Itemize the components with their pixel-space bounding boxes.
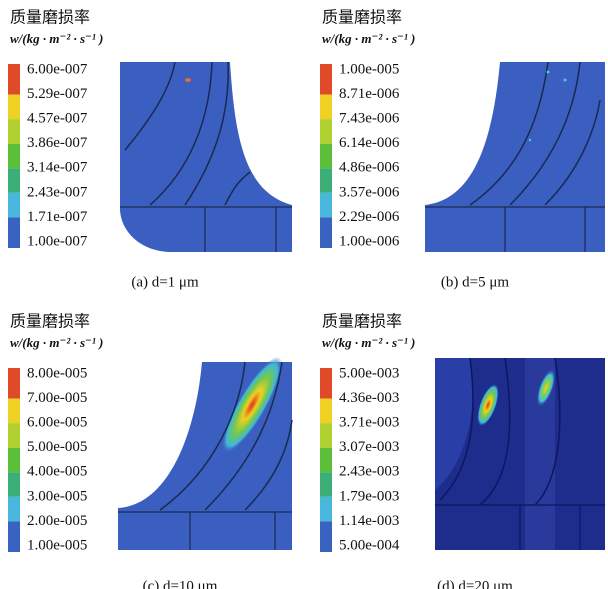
legend-label: 4.00e-005	[27, 464, 87, 480]
figure: 质量磨损率 w/(kg · m⁻² · s⁻¹ ) 6.00e-007 5.29e-0…	[0, 0, 608, 589]
legend-label: 5.00e-003	[339, 365, 399, 381]
caption: (b) d=5 μm	[441, 274, 509, 290]
legend-label: 1.00e-006	[339, 233, 400, 249]
legend-label: 1.00e-005	[339, 61, 399, 77]
colorbar-segment	[8, 448, 20, 473]
legend-label: 1.14e-003	[339, 513, 399, 529]
legend-label: 5.00e-004	[339, 537, 400, 553]
colorbar-segment	[8, 193, 20, 218]
caption: (d) d=20 μm	[437, 578, 513, 589]
unit-label: w/(kg · m⁻² · s⁻¹ )	[10, 335, 103, 350]
legend-label: 1.79e-003	[339, 488, 399, 504]
legend-label: 2.00e-005	[27, 513, 87, 529]
panel-title: 质量磨损率	[10, 312, 90, 331]
colorbar-segment	[8, 423, 20, 448]
colorbar-segment	[8, 399, 20, 424]
panel-a-image	[120, 62, 292, 252]
colorbar-segment	[8, 497, 20, 522]
legend-label: 1.00e-005	[27, 537, 87, 553]
colorbar-segment	[320, 144, 332, 169]
colorbar-segment	[320, 399, 332, 424]
legend-label: 4.86e-006	[339, 160, 400, 176]
colorbar-segment	[8, 521, 20, 552]
colorbar-segment	[8, 95, 20, 120]
legend-label: 8.00e-005	[27, 365, 87, 381]
panel-title: 质量磨损率	[10, 8, 90, 27]
legend-label: 4.36e-003	[339, 390, 399, 406]
colorbar-segment	[8, 119, 20, 144]
legend-label: 3.07e-003	[339, 439, 399, 455]
unit-label: w/(kg · m⁻² · s⁻¹ )	[322, 31, 415, 46]
panel-title: 质量磨损率	[322, 312, 402, 331]
legend-label: 1.71e-007	[27, 209, 88, 225]
unit-label: w/(kg · m⁻² · s⁻¹ )	[322, 335, 415, 350]
colorbar-segment	[320, 168, 332, 193]
legend-label: 6.00e-005	[27, 415, 87, 431]
panel-c-image	[118, 350, 292, 550]
colorbar-segment	[320, 368, 332, 399]
legend-label: 5.00e-005	[27, 439, 87, 455]
legend-label: 6.00e-007	[27, 61, 88, 77]
legend-label: 2.43e-003	[339, 464, 399, 480]
legend-label: 2.43e-007	[27, 184, 88, 200]
caption: (c) d=10 μm	[143, 578, 218, 589]
colorbar-segment	[8, 472, 20, 497]
panel-b-image	[425, 62, 605, 252]
colorbar-segment	[320, 472, 332, 497]
colorbar-segment	[320, 217, 332, 248]
legend-label: 3.00e-005	[27, 488, 87, 504]
colorbar-segment	[320, 423, 332, 448]
legend-label: 8.71e-006	[339, 86, 400, 102]
colorbar-segment	[8, 168, 20, 193]
legend-label: 3.86e-007	[27, 135, 88, 151]
legend-label: 3.14e-007	[27, 160, 88, 176]
colorbar-segment	[320, 119, 332, 144]
legend-label: 6.14e-006	[339, 135, 400, 151]
unit-label: w/(kg · m⁻² · s⁻¹ )	[10, 31, 103, 46]
legend-label: 7.43e-006	[339, 111, 400, 127]
colorbar-segment	[320, 497, 332, 522]
colorbar-segment	[8, 144, 20, 169]
legend-label: 3.71e-003	[339, 415, 399, 431]
colorbar-segment	[320, 95, 332, 120]
panel-d-image	[435, 358, 605, 550]
legend-label: 2.29e-006	[339, 209, 400, 225]
caption: (a) d=1 μm	[131, 274, 199, 290]
legend-label: 1.00e-007	[27, 233, 88, 249]
legend-label: 4.57e-007	[27, 111, 88, 127]
colorbar-segment	[320, 448, 332, 473]
colorbar-segment	[8, 217, 20, 248]
legend-label: 5.29e-007	[27, 86, 88, 102]
colorbar-segment	[8, 64, 20, 95]
colorbar-segment	[320, 521, 332, 552]
colorbar-segment	[8, 368, 20, 399]
colorbar-segment	[320, 64, 332, 95]
colorbar-segment	[320, 193, 332, 218]
panel-title: 质量磨损率	[322, 8, 402, 27]
legend-label: 3.57e-006	[339, 184, 400, 200]
legend-label: 7.00e-005	[27, 390, 87, 406]
